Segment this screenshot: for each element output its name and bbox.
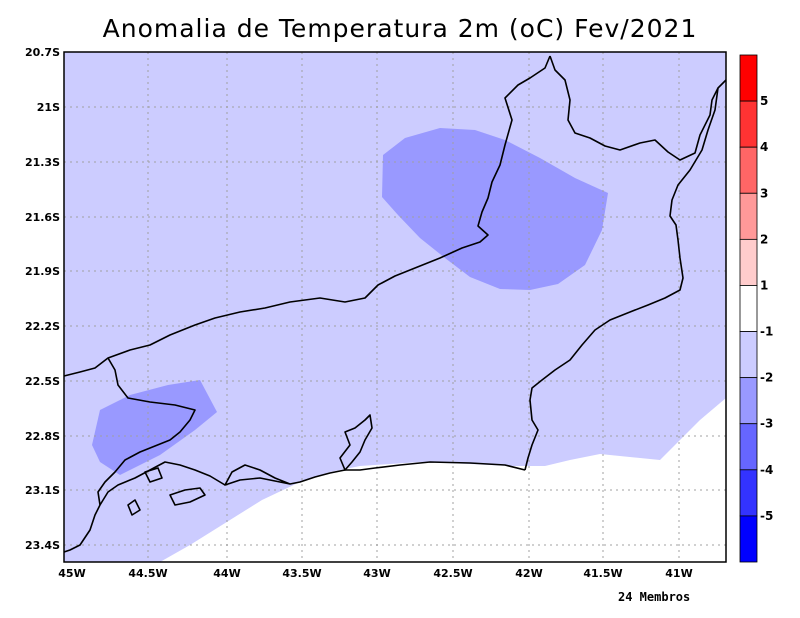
lat-tick-label: 21.6S	[25, 211, 60, 224]
legend-swatch	[739, 469, 758, 517]
state-border-northeast	[549, 55, 727, 161]
color-legend: 5 4 3 2 1 -1 -2 -3 -4 -5	[739, 54, 773, 563]
ensemble-members-note: 24 Membros	[618, 590, 691, 604]
legend-label: -5	[760, 509, 773, 523]
island	[144, 467, 163, 483]
legend-swatch	[739, 192, 758, 240]
lat-tick-label: 23.4S	[25, 539, 60, 552]
map-frame	[63, 51, 727, 563]
lat-tick-label: 22.2S	[25, 320, 60, 333]
lon-tick-label: 42W	[515, 567, 542, 580]
lon-tick-label: 41.5W	[583, 567, 622, 580]
lon-tick-label: 44W	[213, 567, 240, 580]
island	[127, 499, 141, 516]
lon-tick-label: 41W	[665, 567, 692, 580]
island	[169, 487, 206, 506]
legend-label: 1	[760, 278, 768, 292]
legend-swatch	[739, 377, 758, 425]
lat-tick-label: 23.1S	[25, 484, 60, 497]
legend-swatch	[739, 54, 758, 102]
lon-tick-label: 42.5W	[433, 567, 472, 580]
legend-swatch	[739, 423, 758, 471]
graticule	[64, 52, 726, 562]
coastline-west	[63, 461, 226, 553]
legend-label: 2	[760, 232, 768, 246]
lon-tick-label: 43W	[363, 567, 390, 580]
coastline-east	[524, 87, 719, 471]
legend-label: 3	[760, 186, 768, 200]
longitude-axis: 45W 44.5W 44W 43.5W 43W 42.5W 42W 41.5W …	[58, 567, 692, 580]
legend-label: -4	[760, 463, 773, 477]
legend-label: -1	[760, 325, 773, 339]
anomaly-field-minus2-north	[382, 128, 608, 290]
coastline-south	[224, 461, 526, 486]
legend-label: -2	[760, 371, 773, 385]
lat-tick-label: 22.8S	[25, 430, 60, 443]
legend-swatch	[739, 146, 758, 194]
page-title: Anomalia de Temperatura 2m (oC) Fev/2021	[102, 14, 698, 43]
guanabara-bay	[339, 414, 373, 471]
lat-tick-label: 21S	[37, 101, 60, 114]
lat-tick-label: 21.3S	[25, 156, 60, 169]
legend-label: 4	[760, 140, 768, 154]
lat-tick-label: 22.5S	[25, 375, 60, 388]
legend-swatch	[739, 331, 758, 379]
map-plot	[63, 51, 727, 563]
legend-swatch	[739, 515, 758, 563]
state-border-north	[63, 55, 551, 377]
legend-swatch	[739, 100, 758, 148]
legend-swatch	[739, 285, 758, 332]
anomaly-field-minus2-southwest	[92, 380, 217, 475]
legend-label: 5	[760, 94, 768, 108]
lat-tick-label: 20.7S	[25, 46, 60, 59]
legend-swatch	[739, 238, 758, 286]
lon-tick-label: 44.5W	[128, 567, 167, 580]
legend-label: -3	[760, 417, 773, 431]
lat-tick-label: 21.9S	[25, 265, 60, 278]
lon-tick-label: 43.5W	[282, 567, 321, 580]
lon-tick-label: 45W	[58, 567, 85, 580]
latitude-axis: 20.7S 21S 21.3S 21.6S 21.9S 22.2S 22.5S …	[25, 46, 60, 552]
state-border-southwest	[97, 357, 196, 506]
coastline-and-borders	[63, 55, 727, 553]
